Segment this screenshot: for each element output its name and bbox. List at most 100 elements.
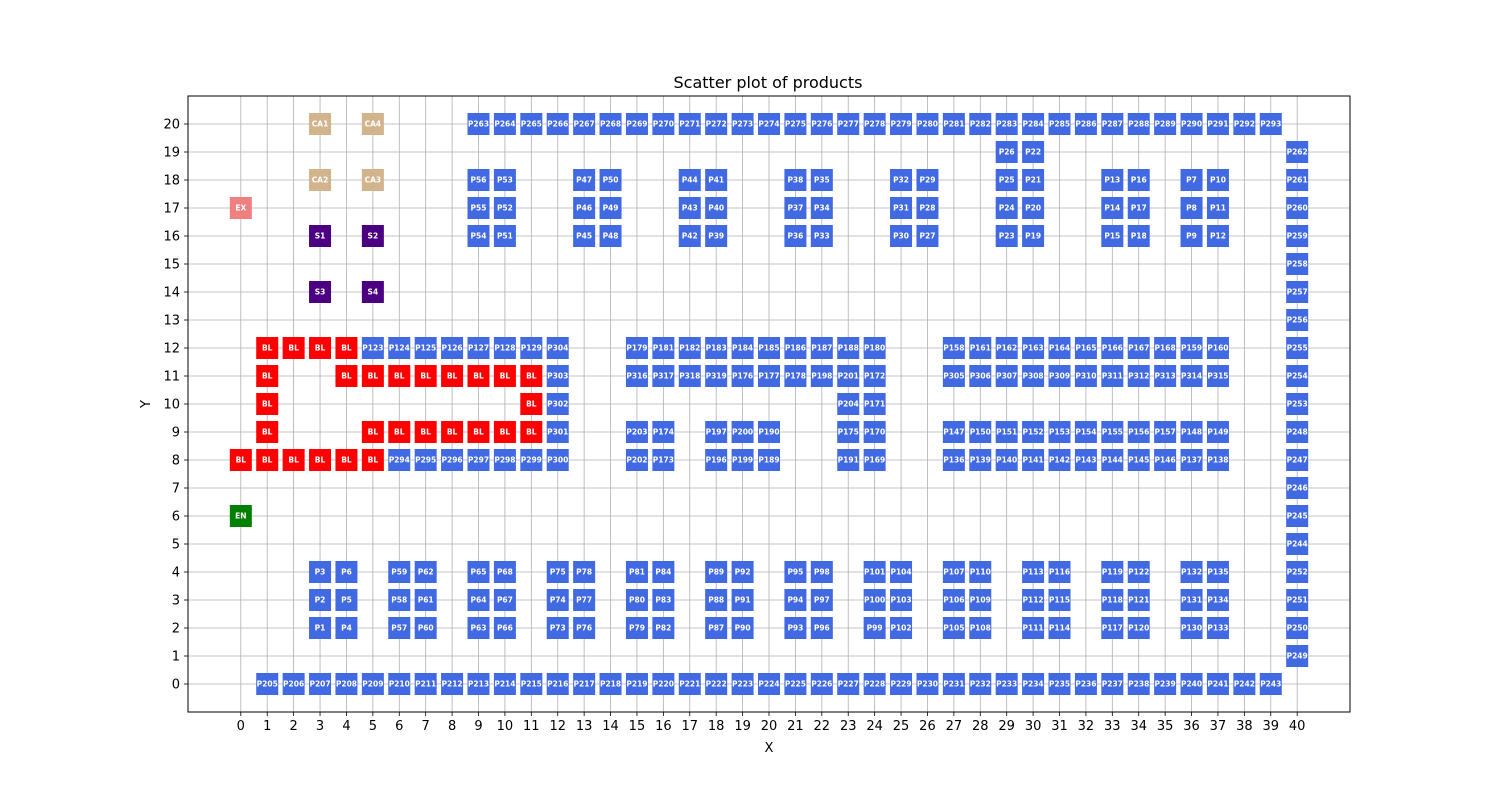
marker-square <box>599 169 622 191</box>
marker-square <box>1206 113 1229 135</box>
product-marker: BL <box>361 365 384 387</box>
marker-label: P156 <box>1128 428 1149 437</box>
marker-square <box>969 561 992 583</box>
marker-label: P117 <box>1102 624 1123 633</box>
product-marker: P20 <box>1022 197 1045 219</box>
marker-square <box>282 449 305 471</box>
product-marker: P110 <box>969 561 992 583</box>
marker-square <box>361 449 384 471</box>
marker-square <box>1101 113 1124 135</box>
marker-label: P150 <box>970 428 991 437</box>
marker-label: P160 <box>1207 344 1228 353</box>
marker-label: BL <box>288 456 299 465</box>
marker-label: P105 <box>943 624 964 633</box>
x-tick-label: 25 <box>893 719 910 734</box>
marker-square <box>1259 673 1282 695</box>
marker-label: P15 <box>1104 232 1120 241</box>
marker-label: P283 <box>996 120 1017 129</box>
marker-label: P56 <box>471 176 487 185</box>
y-tick-label: 16 <box>163 230 180 245</box>
marker-square <box>256 393 279 415</box>
marker-label: P169 <box>864 456 885 465</box>
marker-square <box>969 337 992 359</box>
product-marker: P49 <box>599 197 622 219</box>
marker-label: P265 <box>521 120 542 129</box>
marker-label: P222 <box>706 680 727 689</box>
marker-label: P226 <box>811 680 832 689</box>
marker-label: P118 <box>1102 596 1123 605</box>
product-marker: P272 <box>705 113 728 135</box>
marker-square <box>758 421 780 443</box>
marker-square <box>493 617 516 639</box>
x-tick-label: 4 <box>342 719 350 734</box>
x-tick-label: 3 <box>316 719 324 734</box>
product-marker: P301 <box>546 421 569 443</box>
product-marker: P73 <box>546 617 569 639</box>
product-marker: P205 <box>256 673 279 695</box>
product-marker: P75 <box>546 561 569 583</box>
marker-label: P139 <box>970 456 991 465</box>
product-marker: P183 <box>705 337 728 359</box>
marker-label: P263 <box>468 120 489 129</box>
marker-label: P47 <box>576 176 592 185</box>
marker-label: S4 <box>368 288 379 297</box>
marker-square <box>309 617 332 639</box>
product-marker: P282 <box>969 113 992 135</box>
product-marker: P218 <box>599 673 622 695</box>
product-marker: P252 <box>1286 561 1309 583</box>
marker-square <box>1233 673 1256 695</box>
product-marker: P306 <box>969 365 992 387</box>
product-marker: P223 <box>731 673 754 695</box>
marker-label: BL <box>447 372 458 381</box>
marker-label: P32 <box>893 176 909 185</box>
marker-label: P74 <box>550 596 566 605</box>
marker-square <box>625 337 648 359</box>
y-tick-label: 18 <box>163 174 180 189</box>
marker-square <box>388 421 411 443</box>
marker-square <box>1206 169 1229 191</box>
product-marker: P199 <box>731 449 754 471</box>
marker-square <box>758 337 780 359</box>
product-marker: P294 <box>388 449 411 471</box>
marker-label: P42 <box>682 232 698 241</box>
marker-label: P316 <box>626 372 647 381</box>
y-tick-label: 17 <box>163 202 180 217</box>
marker-label: P55 <box>471 204 487 213</box>
marker-square <box>678 197 701 219</box>
marker-square <box>890 197 913 219</box>
marker-square <box>546 561 569 583</box>
marker-square <box>361 337 384 359</box>
product-marker: P315 <box>1206 365 1229 387</box>
marker-square <box>1074 421 1097 443</box>
x-tick-label: 12 <box>549 719 566 734</box>
product-marker: P259 <box>1286 225 1309 247</box>
marker-square <box>890 113 913 135</box>
marker-label: P22 <box>1025 148 1041 157</box>
product-marker: P92 <box>731 561 754 583</box>
marker-square <box>1127 589 1150 611</box>
product-marker: P103 <box>890 589 913 611</box>
x-tick-label: 36 <box>1183 719 1200 734</box>
product-marker: P202 <box>625 449 648 471</box>
marker-label: EN <box>235 512 246 521</box>
x-tick-label: 8 <box>448 719 456 734</box>
marker-square <box>467 197 490 219</box>
marker-label: P176 <box>732 372 753 381</box>
marker-label: P4 <box>341 624 352 633</box>
marker-label: P302 <box>547 400 568 409</box>
marker-square <box>863 561 886 583</box>
x-tick-label: 38 <box>1236 719 1253 734</box>
product-marker: BL <box>282 449 305 471</box>
product-marker: P291 <box>1206 113 1229 135</box>
product-marker: P186 <box>784 337 807 359</box>
marker-label: P273 <box>732 120 753 129</box>
marker-label: P116 <box>1049 568 1070 577</box>
product-marker: P135 <box>1206 561 1229 583</box>
product-marker: P53 <box>493 169 516 191</box>
marker-square <box>758 113 780 135</box>
marker-label: CA3 <box>365 176 382 185</box>
product-marker: P242 <box>1233 673 1256 695</box>
marker-square <box>1286 617 1309 639</box>
y-tick-label: 19 <box>163 146 180 161</box>
marker-square <box>731 561 754 583</box>
